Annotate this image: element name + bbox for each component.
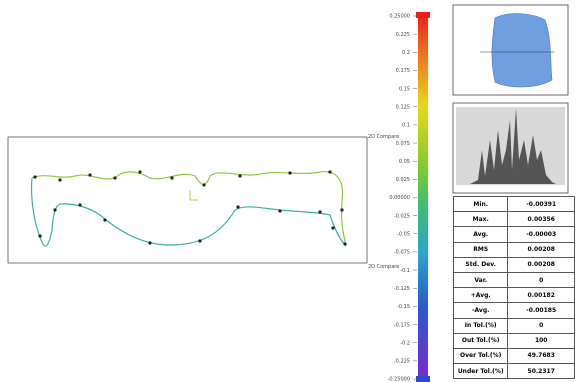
colorbar bbox=[418, 14, 428, 380]
stat-value: -0.00391 bbox=[508, 197, 575, 212]
stat-name: In Tol.(%) bbox=[454, 318, 508, 333]
stat-name: Avg. bbox=[454, 227, 508, 242]
colorbar-label: 0.15 bbox=[399, 86, 410, 92]
colorbar-label: -0.25000 bbox=[388, 377, 410, 382]
colorbar-label: -0.125 bbox=[394, 286, 410, 292]
stat-value: 49.7683 bbox=[508, 348, 575, 363]
stats-row: Min.-0.00391 bbox=[454, 197, 575, 212]
stats-row: +Avg.0.00182 bbox=[454, 288, 575, 303]
stat-name: Max. bbox=[454, 212, 508, 227]
app-window: 2D Compare 2D Compare 0.25000 0.225 0.2 0.1… bbox=[0, 0, 577, 382]
stats-row: Out Tol.(%)100 bbox=[454, 333, 575, 348]
stat-name: Over Tol.(%) bbox=[454, 348, 508, 363]
colorbar-label: 0.225 bbox=[396, 32, 410, 38]
colorbar-cap bbox=[416, 376, 430, 382]
stats-row: Under Tol.(%)50.2317 bbox=[454, 364, 575, 379]
colorbar-label: 0.25000 bbox=[389, 14, 410, 20]
stat-name: Under Tol.(%) bbox=[454, 364, 508, 379]
colorbar-label: 0.05 bbox=[399, 159, 410, 165]
stat-value: 0.00182 bbox=[508, 288, 575, 303]
colorbar-label: 0.125 bbox=[396, 104, 410, 110]
stats-row: Avg.-0.00003 bbox=[454, 227, 575, 242]
stat-name: Var. bbox=[454, 272, 508, 287]
colorbar-label: 0.1 bbox=[402, 123, 410, 129]
stat-value: 0 bbox=[508, 272, 575, 287]
stats-row: Std. Dev.0.00208 bbox=[454, 257, 575, 272]
stat-value: 50.2317 bbox=[508, 364, 575, 379]
stat-name: Std. Dev. bbox=[454, 257, 508, 272]
model-shape bbox=[492, 14, 552, 87]
stats-row: Over Tol.(%)49.7683 bbox=[454, 348, 575, 363]
colorbar-label: -0.1 bbox=[400, 268, 410, 274]
colorbar-label: -0.15 bbox=[397, 304, 410, 310]
stats-row: Var.0 bbox=[454, 272, 575, 287]
colorbar-label: -0.05 bbox=[397, 232, 410, 238]
stat-name: RMS bbox=[454, 242, 508, 257]
stat-value: 0 bbox=[508, 318, 575, 333]
stats-row: Max.0.00356 bbox=[454, 212, 575, 227]
colorbar-label: 0.025 bbox=[396, 177, 410, 183]
stats-row: In Tol.(%)0 bbox=[454, 318, 575, 333]
stat-name: Out Tol.(%) bbox=[454, 333, 508, 348]
stat-value: -0.00003 bbox=[508, 227, 575, 242]
colorbar-label: -0.025 bbox=[394, 213, 410, 219]
colorbar-label: -0.2 bbox=[400, 340, 410, 346]
colorbar-label: -0.175 bbox=[394, 322, 410, 328]
colorbar-label: 0.075 bbox=[396, 141, 410, 147]
view-label: 2D Compare bbox=[368, 134, 399, 140]
stat-name: Min. bbox=[454, 197, 508, 212]
colorbar-label: -0.225 bbox=[394, 359, 410, 365]
stat-name: +Avg. bbox=[454, 288, 508, 303]
stat-value: 0.00356 bbox=[508, 212, 575, 227]
colorbar-cap bbox=[416, 12, 430, 18]
colorbar-label: -0.075 bbox=[394, 250, 410, 256]
colorbar-label: 0.175 bbox=[396, 68, 410, 74]
stat-value: -0.00185 bbox=[508, 303, 575, 318]
view-label: 2D Compare bbox=[368, 264, 399, 270]
stat-value: 0.00208 bbox=[508, 257, 575, 272]
stat-value: 0.00208 bbox=[508, 242, 575, 257]
colorbar-label: 0.00000 bbox=[389, 195, 410, 201]
stats-row: -Avg.-0.00185 bbox=[454, 303, 575, 318]
colorbar-label: 0.2 bbox=[402, 50, 410, 56]
stat-value: 100 bbox=[508, 333, 575, 348]
stat-name: -Avg. bbox=[454, 303, 508, 318]
